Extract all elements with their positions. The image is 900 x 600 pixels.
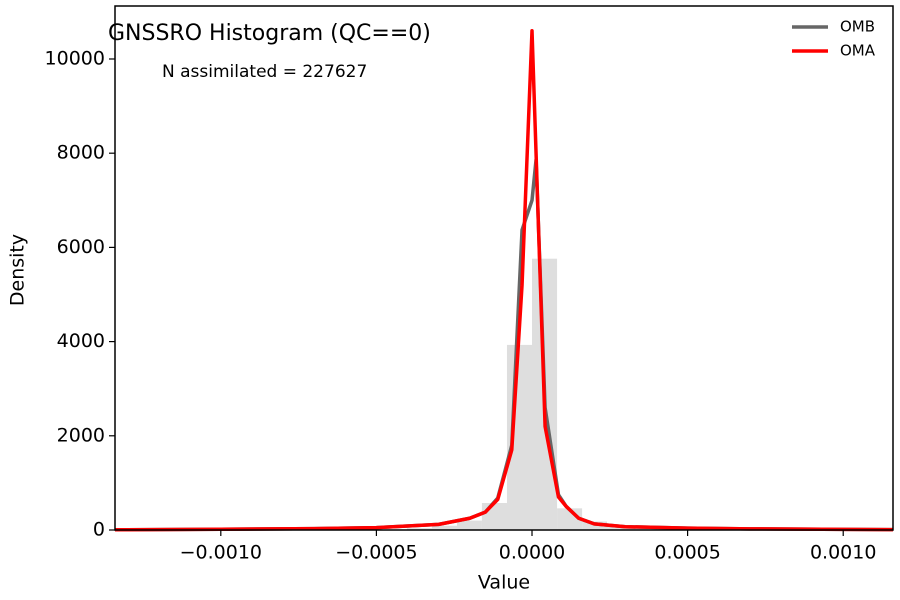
histogram-bar	[457, 520, 482, 530]
x-tick-label: −0.0010	[180, 542, 262, 564]
y-tick-label: 8000	[57, 142, 105, 164]
annotation: N assimilated = 227627	[162, 62, 367, 82]
x-tick-label: 0.0000	[499, 542, 565, 564]
histogram-bar	[406, 528, 432, 530]
x-tick-label: 0.0005	[654, 542, 720, 564]
y-axis-label: Density	[7, 234, 29, 306]
histogram-bar	[582, 521, 608, 530]
x-axis-label: Value	[478, 572, 530, 594]
y-tick-label: 0	[93, 519, 105, 541]
y-tick-label: 4000	[57, 330, 105, 352]
line-series	[114, 28, 894, 532]
histogram-bar	[431, 525, 458, 530]
legend-label: OMB	[840, 18, 875, 36]
y-tick-label: 2000	[57, 424, 105, 446]
histogram-bar	[632, 528, 658, 530]
x-tick-label: 0.0010	[810, 542, 876, 564]
chart-title: GNSSRO Histogram (QC==0)	[108, 21, 431, 46]
y-tick-label: 10000	[45, 47, 105, 69]
legend-label: OMA	[840, 42, 876, 60]
plot-frame	[114, 5, 894, 531]
y-tick-label: 6000	[57, 236, 105, 258]
histogram-bar	[481, 503, 507, 530]
histogram-bar	[607, 526, 633, 530]
x-tick-label: −0.0005	[335, 542, 417, 564]
